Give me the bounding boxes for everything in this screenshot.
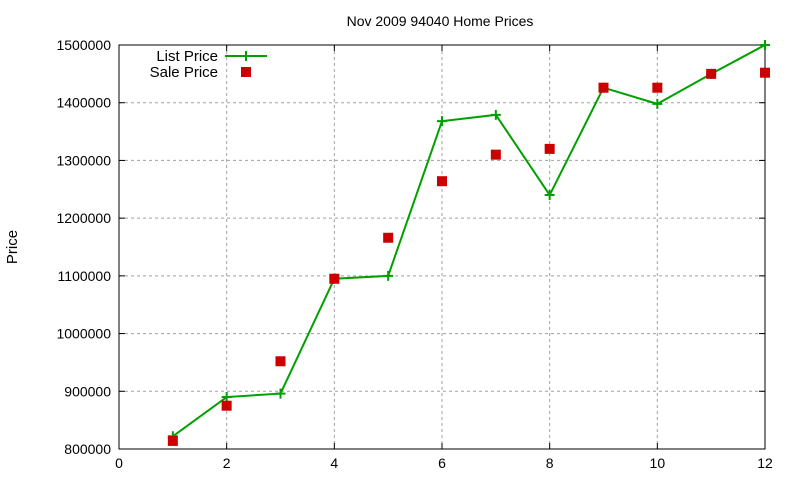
x-tick-label: 0 xyxy=(115,455,123,471)
x-tick-label: 12 xyxy=(757,455,773,471)
data-point xyxy=(221,392,232,403)
x-tick-label: 8 xyxy=(546,455,554,471)
data-point xyxy=(383,232,394,243)
grid xyxy=(119,45,765,449)
data-point xyxy=(490,109,501,120)
data-point xyxy=(760,67,770,78)
x-tick-label: 4 xyxy=(330,455,338,471)
y-tick-label: 1400000 xyxy=(56,95,111,111)
data-point xyxy=(329,273,340,284)
y-tick-label: 1300000 xyxy=(56,152,111,168)
legend-label: List Price xyxy=(156,48,218,65)
chart-title: Nov 2009 94040 Home Prices xyxy=(347,13,534,29)
y-tick-label: 900000 xyxy=(64,383,111,399)
y-tick-label: 1200000 xyxy=(56,210,111,226)
y-tick-label: 1000000 xyxy=(56,326,111,342)
legend-label: Sale Price xyxy=(150,64,218,81)
data-point xyxy=(167,435,178,446)
data-point xyxy=(383,270,394,281)
legend-marker xyxy=(241,51,251,61)
y-axis-label: Price xyxy=(4,230,21,264)
data-point xyxy=(437,116,447,127)
data-point xyxy=(652,82,663,93)
y-tick-label: 1100000 xyxy=(58,268,112,284)
data-point xyxy=(437,176,447,187)
series xyxy=(167,40,770,446)
data-point xyxy=(544,190,555,201)
legend-marker xyxy=(241,67,251,77)
ticks: 0 2 4 6 8 10 12 800000 900000 1000000 1100000 12000… xyxy=(56,37,773,471)
data-point xyxy=(760,40,770,50)
data-point xyxy=(275,388,286,399)
data-point xyxy=(706,68,717,79)
data-point xyxy=(598,82,609,93)
y-tick-label: 1500000 xyxy=(56,37,111,53)
y-tick-label: 800000 xyxy=(64,441,111,457)
data-point xyxy=(221,400,232,411)
x-tick-label: 6 xyxy=(438,455,446,471)
data-point xyxy=(490,149,501,160)
data-point xyxy=(652,98,663,109)
x-tick-label: 10 xyxy=(650,455,666,471)
plot-frame xyxy=(118,44,766,450)
data-point xyxy=(275,356,286,367)
series-line-0 xyxy=(172,44,766,438)
x-tick-label: 2 xyxy=(223,455,231,471)
data-point xyxy=(544,143,555,154)
